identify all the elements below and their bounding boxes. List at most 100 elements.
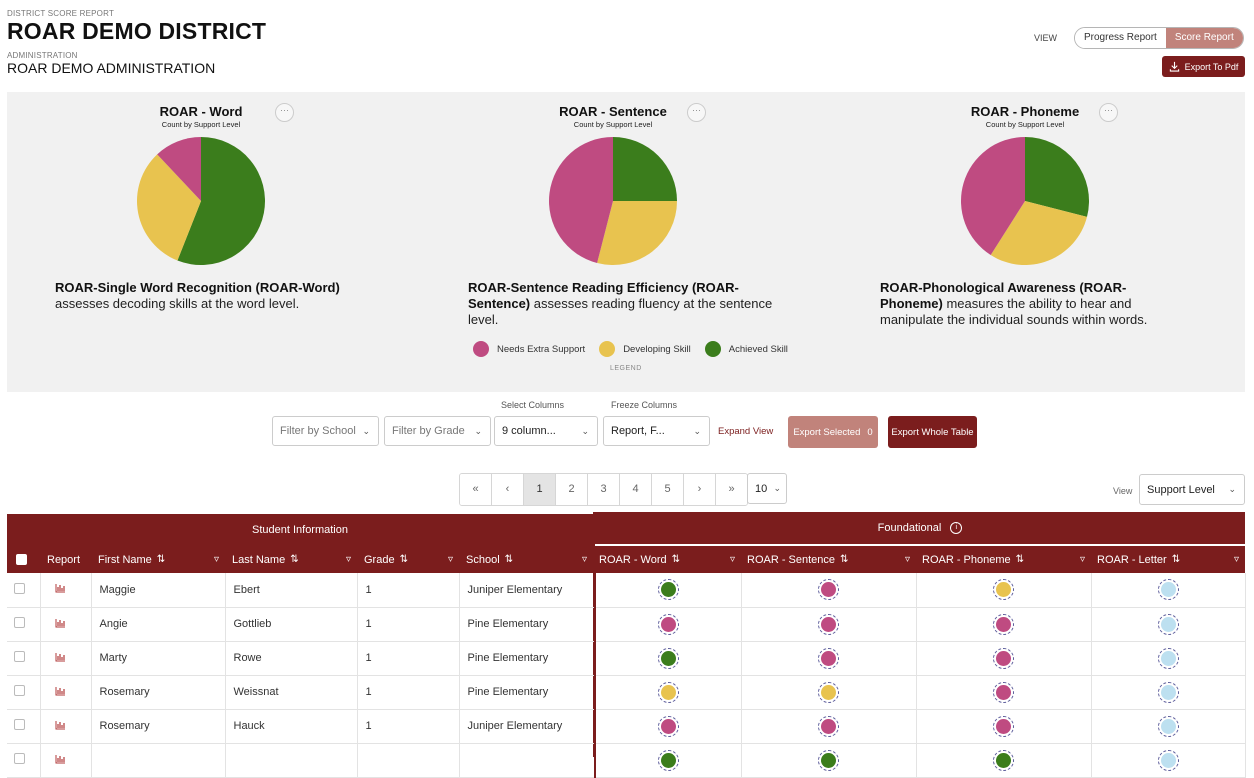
filter-icon[interactable]: ▿ — [447, 554, 453, 565]
sort-icon[interactable]: ⇅ — [290, 554, 299, 565]
page-3-button[interactable]: 3 — [588, 474, 620, 505]
sort-icon[interactable]: ⇅ — [1171, 554, 1181, 565]
support-level-indicator[interactable] — [657, 749, 679, 771]
grade-filter[interactable]: Filter by Grade ⌄ — [384, 416, 491, 446]
support-level-indicator[interactable] — [993, 647, 1014, 669]
filter-icon[interactable]: ▿ — [345, 554, 351, 565]
export-pdf-button[interactable]: Export To Pdf — [1162, 56, 1245, 77]
next-page-button[interactable]: › — [684, 474, 716, 505]
support-level-indicator[interactable] — [657, 715, 679, 737]
report-cell[interactable] — [40, 675, 92, 710]
support-level-indicator[interactable] — [1157, 647, 1179, 669]
support-level-dot — [821, 684, 836, 700]
report-cell[interactable] — [40, 641, 92, 676]
more-options-icon[interactable]: ··· — [687, 103, 706, 122]
filter-icon[interactable]: ▿ — [581, 554, 587, 565]
sort-icon[interactable]: ⇅ — [1015, 554, 1025, 565]
freeze-columns-dropdown[interactable]: Report, F... ⌄ — [603, 416, 710, 446]
support-level-indicator[interactable] — [818, 749, 839, 771]
info-icon[interactable]: i — [950, 522, 963, 535]
prev-page-button[interactable]: ‹ — [492, 474, 524, 505]
export-whole-table-button[interactable]: Export Whole Table — [888, 416, 977, 448]
page-5-button[interactable]: 5 — [652, 474, 684, 505]
support-level-indicator[interactable] — [1157, 613, 1179, 635]
column-header-grade[interactable]: Grade ⇅ ▿ — [357, 546, 459, 573]
school-filter[interactable]: Filter by School ⌄ — [272, 416, 379, 446]
bar-chart-icon[interactable] — [55, 754, 66, 764]
support-level-indicator[interactable] — [657, 613, 679, 635]
report-cell[interactable] — [40, 607, 92, 642]
column-header-last-name[interactable]: Last Name ⇅ ▿ — [225, 546, 357, 573]
table-row[interactable]: Marty Rowe 1 Pine Elementary — [7, 641, 1246, 676]
table-row[interactable]: Rosemary Hauck 1 Juniper Elementary — [7, 709, 1246, 744]
support-level-indicator[interactable] — [818, 681, 839, 703]
more-options-icon[interactable]: ··· — [1099, 103, 1118, 122]
legend-swatch — [704, 341, 721, 357]
support-level-indicator[interactable] — [1157, 749, 1179, 771]
last-page-button[interactable]: » — [716, 474, 747, 505]
first-page-button[interactable]: « — [460, 474, 492, 505]
support-level-indicator[interactable] — [818, 715, 839, 737]
support-level-indicator[interactable] — [993, 681, 1014, 703]
support-level-indicator[interactable] — [1157, 681, 1179, 703]
support-level-indicator[interactable] — [993, 749, 1014, 771]
support-level-indicator[interactable] — [818, 647, 839, 669]
page-4-button[interactable]: 4 — [620, 474, 652, 505]
report-cell[interactable] — [40, 743, 92, 778]
bar-chart-icon[interactable] — [55, 618, 66, 628]
column-header-roar-phoneme[interactable]: ROAR - Phoneme ⇅ ▿ — [916, 546, 1091, 573]
support-level-indicator[interactable] — [818, 613, 839, 635]
filter-icon[interactable]: ▿ — [1233, 554, 1239, 565]
table-row[interactable]: Angie Gottlieb 1 Pine Elementary — [7, 607, 1246, 642]
report-cell[interactable] — [40, 709, 92, 744]
support-level-indicator[interactable] — [818, 579, 839, 601]
column-header-roar-word[interactable]: ROAR - Word ⇅ ▿ — [595, 546, 741, 573]
support-level-indicator[interactable] — [993, 579, 1014, 601]
column-header-first-name[interactable]: First Name ⇅ ▿ — [91, 546, 225, 573]
filter-icon[interactable]: ▿ — [904, 554, 910, 565]
report-cell[interactable] — [40, 573, 92, 608]
row-checkbox[interactable] — [14, 651, 25, 662]
bar-chart-icon[interactable] — [55, 583, 66, 593]
support-level-indicator[interactable] — [993, 613, 1014, 635]
select-columns-dropdown[interactable]: 9 column... ⌄ — [494, 416, 598, 446]
support-level-indicator[interactable] — [657, 681, 679, 703]
view-select[interactable]: Support Level ⌄ — [1139, 474, 1245, 505]
support-level-indicator[interactable] — [1157, 579, 1179, 601]
support-level-indicator[interactable] — [657, 579, 679, 601]
support-level-indicator[interactable] — [1157, 715, 1179, 737]
row-checkbox[interactable] — [14, 617, 25, 628]
support-level-indicator[interactable] — [657, 647, 679, 669]
sort-icon[interactable]: ⇅ — [671, 554, 681, 565]
sort-icon[interactable]: ⇅ — [399, 554, 408, 565]
row-checkbox[interactable] — [14, 685, 25, 696]
filter-icon[interactable]: ▿ — [729, 554, 735, 565]
row-checkbox[interactable] — [14, 753, 25, 764]
column-header-roar-sentence[interactable]: ROAR - Sentence ⇅ ▿ — [741, 546, 916, 573]
sort-icon[interactable]: ⇅ — [504, 554, 514, 565]
score-report-option[interactable]: Score Report — [1165, 28, 1243, 48]
page-2-button[interactable]: 2 — [556, 474, 588, 505]
page-1-button[interactable]: 1 — [524, 474, 556, 505]
support-level-indicator[interactable] — [993, 715, 1014, 737]
sort-icon[interactable]: ⇅ — [840, 554, 849, 565]
rows-per-page-select[interactable]: 10 ⌄ — [747, 473, 787, 504]
bar-chart-icon[interactable] — [55, 686, 66, 696]
table-row[interactable]: Maggie Ebert 1 Juniper Elementary — [7, 573, 1246, 608]
export-selected-button[interactable]: Export Selected 0 — [788, 416, 878, 448]
row-checkbox[interactable] — [14, 719, 25, 730]
row-checkbox[interactable] — [14, 582, 25, 594]
progress-report-option[interactable]: Progress Report — [1075, 28, 1166, 48]
bar-chart-icon[interactable] — [55, 720, 66, 730]
filter-icon[interactable]: ▿ — [1079, 554, 1085, 565]
bar-chart-icon[interactable] — [55, 652, 66, 662]
filter-icon[interactable]: ▿ — [213, 554, 219, 565]
more-options-icon[interactable]: ··· — [275, 103, 294, 122]
table-row[interactable] — [7, 743, 1246, 778]
table-row[interactable]: Rosemary Weissnat 1 Pine Elementary — [7, 675, 1246, 710]
sort-icon[interactable]: ⇅ — [156, 554, 166, 565]
expand-view-button[interactable]: Expand View — [718, 426, 774, 437]
column-header-roar-letter[interactable]: ROAR - Letter ⇅ ▿ — [1091, 546, 1245, 573]
select-all-checkbox[interactable] — [16, 554, 27, 565]
column-header-school[interactable]: School ⇅ ▿ — [459, 546, 593, 573]
